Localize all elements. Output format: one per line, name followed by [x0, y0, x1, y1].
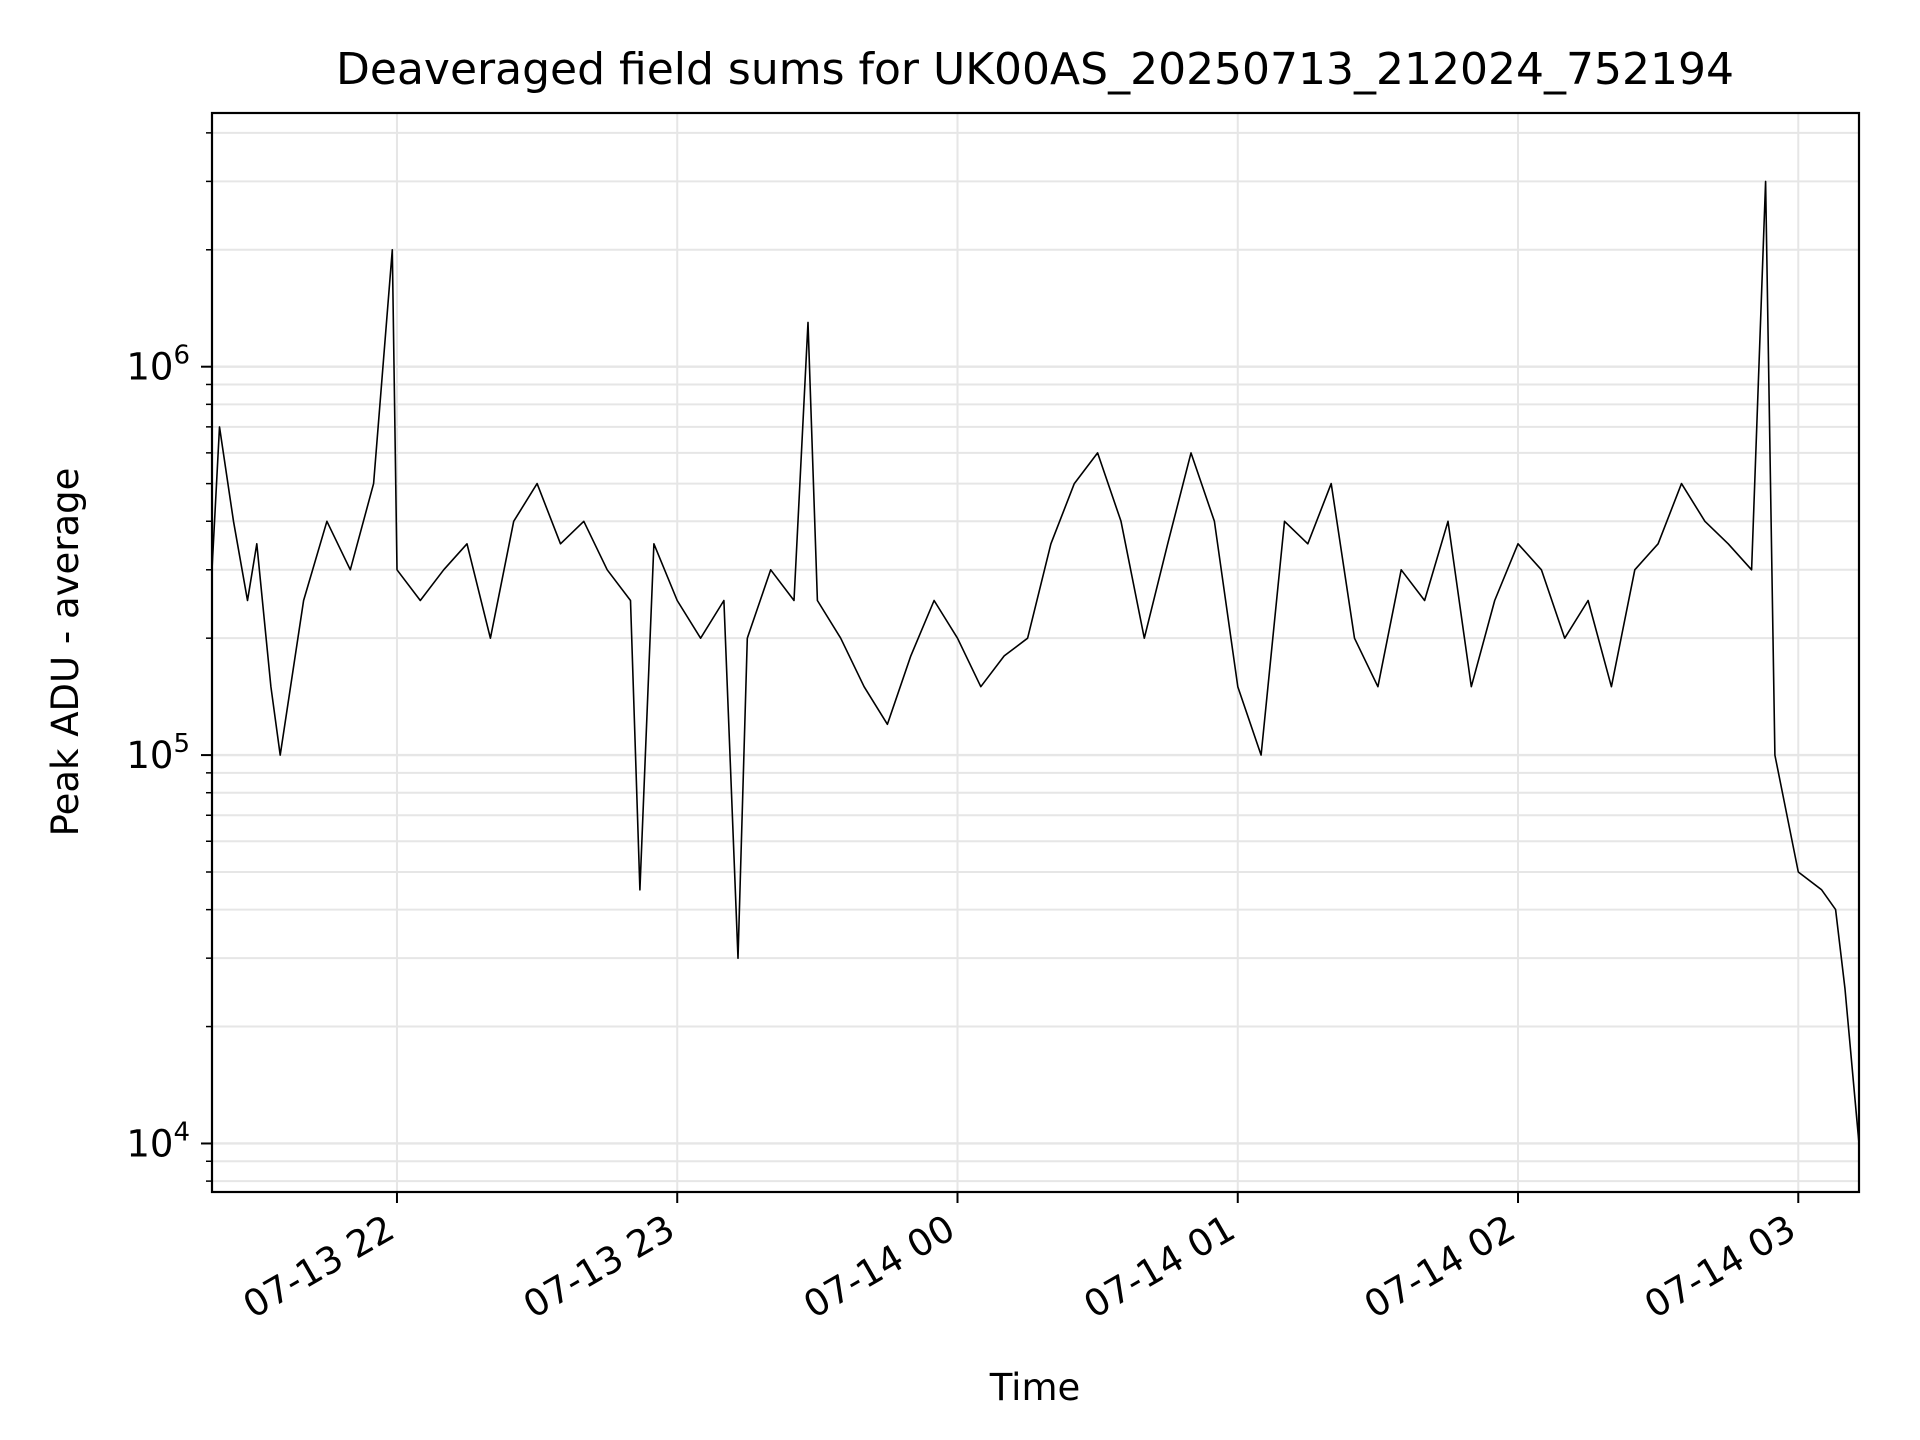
y-tick-label: 104	[126, 1117, 190, 1165]
y-tick-label: 106	[126, 341, 190, 389]
y-axis-label: Peak ADU - average	[44, 468, 87, 837]
y-axis: 104 105 106	[126, 132, 212, 1182]
chart-title: Deaveraged field sums for UK00AS_2025071…	[336, 44, 1734, 95]
series-line	[211, 180, 1860, 1144]
y-tick-label: 105	[126, 729, 190, 777]
data-series	[211, 180, 1860, 1144]
plot-frame	[210, 111, 1861, 1194]
grid	[212, 113, 1859, 1192]
x-axis-label: Time	[989, 1366, 1081, 1409]
